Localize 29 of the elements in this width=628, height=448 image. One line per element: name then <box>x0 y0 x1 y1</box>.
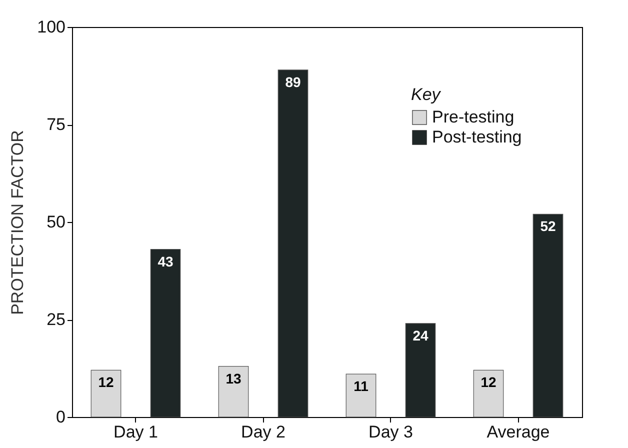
data-label: 24 <box>412 327 428 344</box>
data-label: 52 <box>540 218 556 234</box>
data-label: 89 <box>285 74 301 90</box>
bar <box>150 249 181 418</box>
x-tick-label: Average <box>486 422 550 442</box>
data-label: 12 <box>480 374 496 390</box>
x-tick-label: Day 3 <box>368 422 413 442</box>
y-tick-label: 75 <box>46 115 66 134</box>
bar <box>532 214 564 418</box>
bar <box>90 370 122 418</box>
bar <box>278 70 308 418</box>
legend-label: Pre-testing <box>432 108 514 126</box>
bar <box>218 366 249 418</box>
x-tick-label: Day 1 <box>114 422 158 442</box>
bar <box>473 370 504 418</box>
bar <box>346 374 376 418</box>
y-tick-label: 0 <box>56 408 66 426</box>
data-label: 13 <box>226 370 242 386</box>
data-label: 43 <box>158 253 174 270</box>
x-tick-label: Day 2 <box>241 422 286 442</box>
bar <box>405 323 436 418</box>
legend-title: Key <box>411 85 442 104</box>
y-axis-title: PROTECTION FACTOR <box>8 130 28 315</box>
legend-label: Post-testing <box>432 128 522 146</box>
data-label: 11 <box>354 378 369 394</box>
y-tick-label: 100 <box>37 18 66 36</box>
y-tick-label: 25 <box>46 310 66 329</box>
y-tick-label: 50 <box>46 212 66 232</box>
data-label: 12 <box>98 374 114 390</box>
